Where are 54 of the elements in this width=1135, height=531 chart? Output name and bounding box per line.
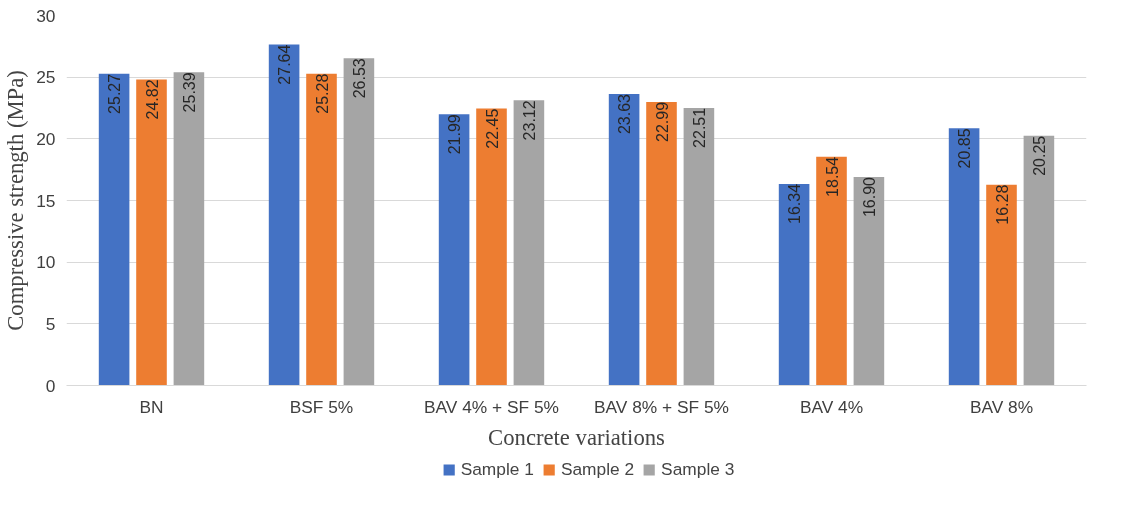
bar [646, 101, 677, 386]
legend-label: Sample 2 [560, 458, 635, 480]
data-label: 16.28 [993, 184, 1011, 225]
y-tick-label: 15 [36, 190, 56, 211]
y-tick-label: 5 [45, 313, 56, 334]
data-label: 20.25 [1030, 135, 1048, 176]
y-tick-label: 25 [36, 67, 56, 88]
data-label: 25.39 [180, 72, 198, 113]
x-tick-label: BAV 4% + SF 5% [424, 396, 559, 417]
data-label: 23.63 [616, 93, 634, 135]
x-tick-label: BN [139, 396, 164, 417]
x-axis-title: Concrete variations [488, 424, 665, 450]
legend-label: Sample 3 [661, 458, 735, 480]
data-label: 18.54 [823, 156, 841, 197]
bar [476, 108, 507, 386]
bar [1023, 135, 1055, 386]
data-label: 24.82 [143, 79, 161, 120]
bar [438, 114, 470, 386]
bar [343, 58, 375, 386]
data-label: 20.85 [956, 128, 974, 169]
bar [136, 79, 167, 386]
data-label: 22.51 [690, 107, 708, 148]
y-tick-label: 10 [36, 252, 56, 273]
data-label: 16.34 [786, 183, 804, 225]
data-label: 21.99 [446, 114, 464, 155]
bar [778, 183, 810, 386]
bar [816, 156, 847, 386]
y-tick-label: 30 [36, 5, 56, 26]
data-label: 25.27 [106, 73, 124, 114]
bar [986, 184, 1017, 386]
bar [98, 73, 130, 386]
data-label: 22.45 [483, 108, 501, 149]
data-label: 16.90 [860, 176, 878, 218]
data-label: 27.64 [276, 44, 294, 85]
y-tick-label: 20 [36, 128, 56, 149]
data-label: 26.53 [350, 58, 368, 99]
bar [853, 177, 885, 386]
bar [608, 94, 640, 386]
data-label: 22.99 [653, 101, 671, 142]
y-tick-label: 0 [45, 375, 56, 396]
x-tick-label: BAV 8% [969, 396, 1034, 417]
x-tick-label: BSF 5% [289, 396, 354, 417]
data-label: 25.28 [313, 73, 331, 114]
x-tick-label: BAV 8% + SF 5% [594, 396, 729, 417]
bar [948, 128, 980, 386]
bar [513, 100, 545, 386]
bar [268, 44, 300, 386]
legend-label: Sample 1 [460, 458, 534, 480]
bar [683, 107, 715, 386]
x-tick-label: BAV 4% [799, 396, 864, 417]
y-axis-title: Compressive strength (MPa) [3, 70, 29, 331]
data-label: 23.12 [520, 100, 538, 141]
bar [173, 72, 205, 386]
bar [306, 73, 337, 386]
